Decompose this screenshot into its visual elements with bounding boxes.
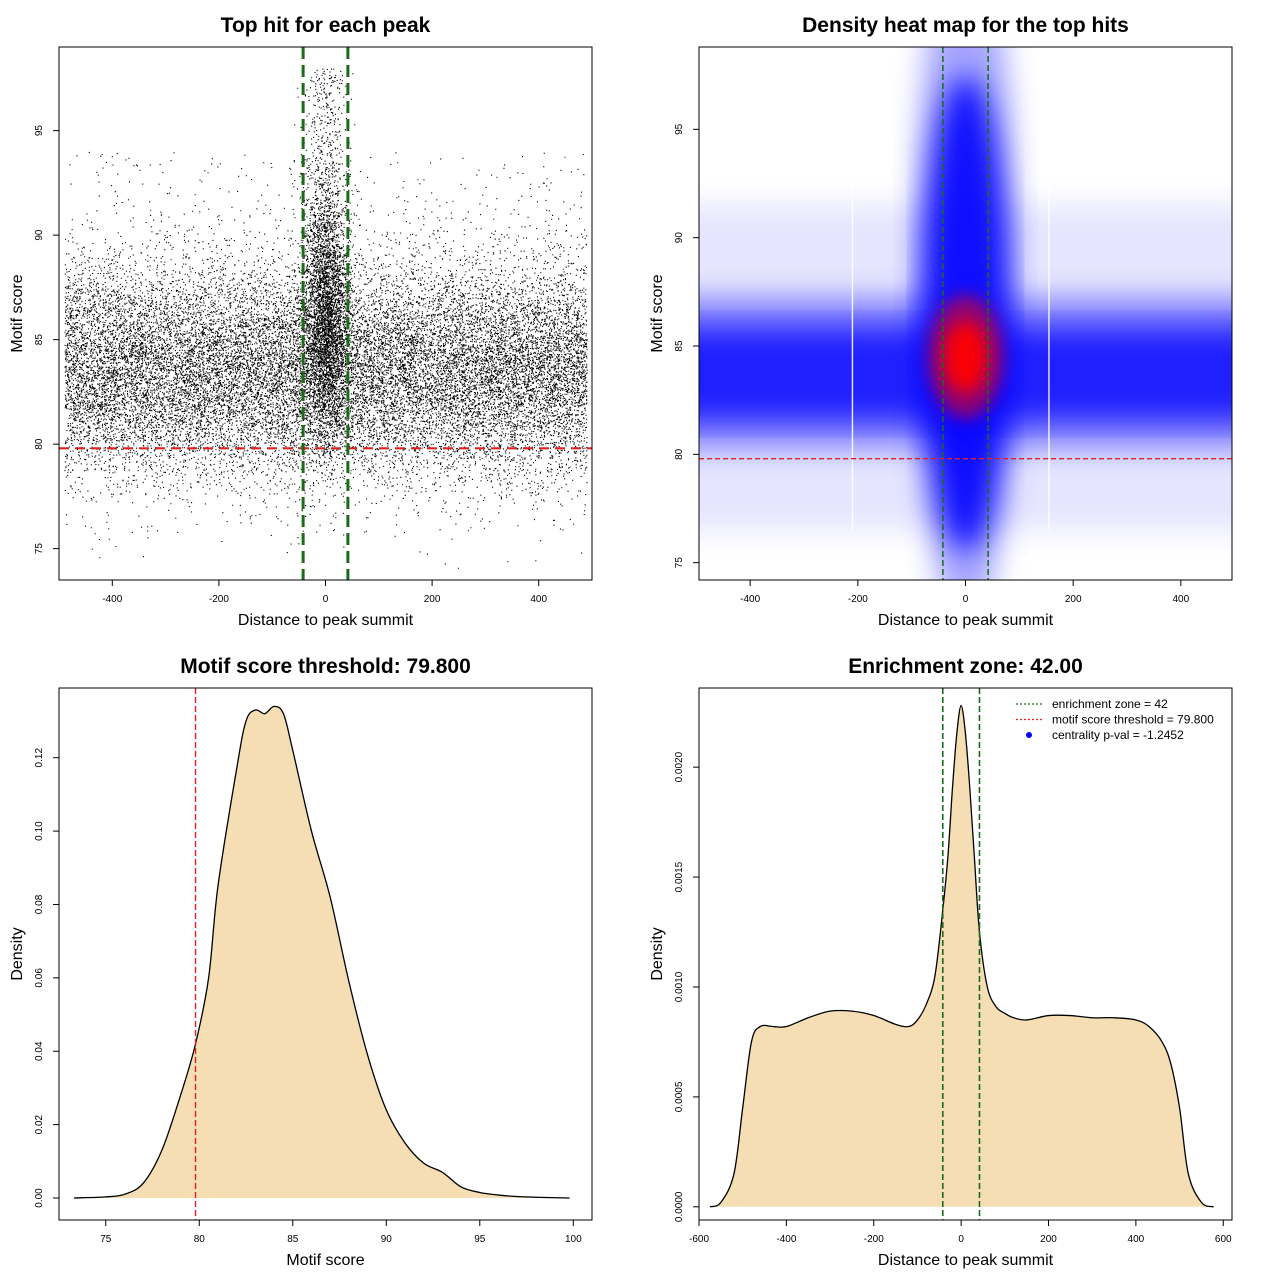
chart-title: Top hit for each peak [221, 14, 431, 37]
heat-core [944, 321, 988, 393]
x-tick-label: -400 [102, 594, 122, 605]
x-tick-label: 400 [530, 594, 547, 605]
y-tick-label: 90 [674, 232, 685, 244]
y-tick-label: 95 [674, 123, 685, 135]
y-tick-label: 85 [674, 340, 685, 352]
y-tick-label: 75 [34, 543, 45, 555]
x-tick-label: -400 [776, 1234, 796, 1245]
y-tick-label: 0.04 [34, 1041, 45, 1061]
y-tick-label: 0.12 [34, 748, 45, 768]
legend-point-swatch [1026, 732, 1032, 738]
y-tick-label: 0.02 [34, 1114, 45, 1134]
x-tick-label: 400 [1128, 1234, 1145, 1245]
x-tick-label: -200 [209, 594, 229, 605]
x-tick-label: -400 [740, 594, 760, 605]
x-tick-label: 200 [1065, 594, 1082, 605]
x-axis-label: Motif score [286, 1252, 364, 1269]
y-tick-label: 0.0005 [674, 1081, 685, 1112]
x-tick-label: 85 [287, 1234, 299, 1245]
y-tick-label: 0.0020 [674, 751, 685, 782]
x-tick-label: 100 [565, 1234, 582, 1245]
y-tick-label: 75 [674, 557, 685, 569]
x-tick-label: 600 [1215, 1234, 1232, 1245]
heatmap-panel: Density heat map for the top hits Distanc… [649, 0, 1272, 629]
distance-density-panel: Enrichment zone: 42.00 Distance to peak s… [649, 655, 1232, 1269]
x-tick-label: 400 [1173, 594, 1190, 605]
density-area [74, 706, 570, 1198]
y-tick-label: 0.0000 [674, 1191, 685, 1222]
y-tick-label: 80 [674, 448, 685, 460]
x-axis-label: Distance to peak summit [878, 1252, 1054, 1269]
y-axis-label: Motif score [9, 274, 26, 352]
legend: enrichment zone = 42 motif score threshol… [1016, 697, 1214, 742]
chart-title: Enrichment zone: 42.00 [848, 655, 1083, 678]
heatmap-field [659, 0, 1272, 628]
x-tick-label: -200 [864, 1234, 884, 1245]
x-tick-label: 200 [424, 594, 441, 605]
y-axis-label: Density [649, 927, 666, 980]
x-tick-label: 95 [474, 1234, 486, 1245]
y-tick-label: 0.0010 [674, 971, 685, 1002]
x-tick-label: 75 [100, 1234, 112, 1245]
x-tick-label: -600 [689, 1234, 709, 1245]
y-axis-label: Motif score [649, 274, 666, 352]
x-tick-label: 0 [963, 594, 969, 605]
y-tick-label: 95 [34, 125, 45, 137]
score-density-panel: Motif score threshold: 79.800 Motif score… [9, 655, 592, 1269]
y-axis-label: Density [9, 927, 26, 980]
y-tick-label: 0.0015 [674, 861, 685, 892]
legend-entry-label: centrality p-val = -1.2452 [1052, 728, 1184, 742]
chart-title: Density heat map for the top hits [802, 14, 1129, 37]
y-tick-label: 85 [34, 334, 45, 346]
y-tick-label: 0.00 [34, 1188, 45, 1208]
density-area [710, 706, 1214, 1207]
y-tick-label: 80 [34, 438, 45, 450]
y-tick-label: 0.08 [34, 894, 45, 914]
y-tick-label: 0.06 [34, 968, 45, 988]
scatter-panel: Top hit for each peak Distance to peak su… [9, 14, 592, 629]
legend-entry-label: motif score threshold = 79.800 [1052, 713, 1214, 727]
scatter-points [64, 69, 587, 569]
x-axis-label: Distance to peak summit [238, 612, 414, 629]
x-tick-label: 0 [323, 594, 329, 605]
x-tick-label: 80 [194, 1234, 206, 1245]
legend-entry-label: enrichment zone = 42 [1052, 697, 1168, 711]
x-axis-label: Distance to peak summit [878, 612, 1054, 629]
chart-title: Motif score threshold: 79.800 [180, 655, 471, 678]
y-tick-label: 0.10 [34, 821, 45, 841]
x-tick-label: 200 [1040, 1234, 1057, 1245]
x-tick-label: -200 [848, 594, 868, 605]
x-tick-label: 90 [381, 1234, 393, 1245]
y-tick-label: 90 [34, 229, 45, 241]
x-tick-label: 0 [958, 1234, 964, 1245]
